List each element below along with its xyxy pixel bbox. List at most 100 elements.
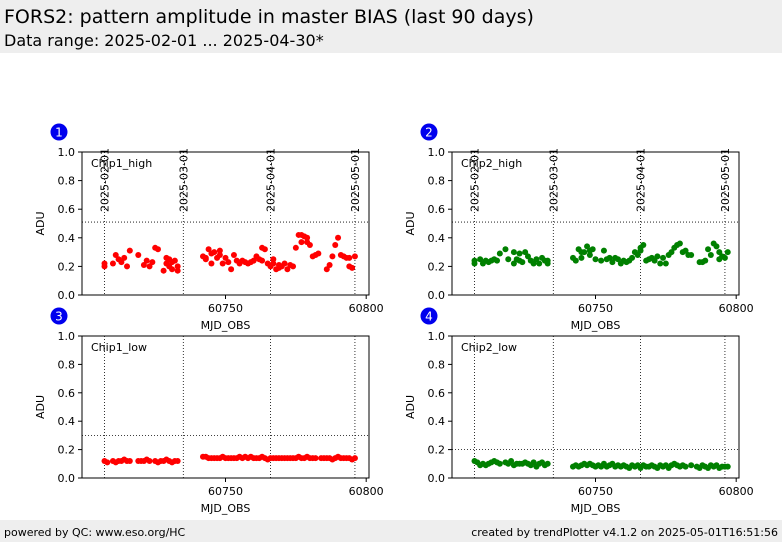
data-point (724, 463, 731, 470)
panel-label: Chip2_low (461, 341, 517, 354)
data-point (522, 249, 529, 256)
y-tick-label: 0.6 (428, 203, 446, 216)
page-subtitle: Data range: 2025-02-01 ... 2025-04-30* (4, 31, 324, 50)
y-tick-label: 1.0 (58, 330, 76, 343)
data-point (544, 460, 551, 467)
panel-number-label: 2 (425, 126, 433, 140)
data-point (101, 263, 108, 270)
data-point (510, 260, 517, 267)
data-point (609, 259, 616, 266)
data-point (104, 459, 111, 466)
y-tick-label: 0.0 (58, 289, 76, 302)
data-point (657, 260, 664, 267)
page-header: FORS2: pattern amplitude in master BIAS … (0, 0, 782, 53)
data-point (606, 254, 613, 261)
plot-frame (451, 151, 740, 296)
data-point (494, 257, 501, 264)
data-point (502, 246, 509, 253)
data-point (154, 246, 161, 253)
data-point (660, 254, 667, 261)
data-point (716, 249, 723, 256)
x-axis-label: MJD_OBS (571, 319, 621, 332)
data-point (688, 251, 695, 258)
data-point (600, 247, 607, 254)
chart-panel-3: 0.0 0.2 0.4 0.6 0.8 1.0 60750 60800 MJD_OBS ADU Ch… (34, 307, 384, 515)
x-axis-label: MJD_OBS (571, 502, 621, 515)
data-point (124, 263, 131, 270)
x-tick-label: 60800 (719, 485, 754, 498)
data-point (530, 459, 537, 466)
footer-left: powered by QC: www.eso.org/HC (4, 526, 186, 539)
y-tick-label: 0.4 (428, 415, 446, 428)
panel-number-label: 3 (55, 310, 63, 324)
data-point (713, 243, 720, 250)
panel-number-badge (420, 307, 438, 325)
data-point (510, 249, 517, 256)
x-tick-label: 60800 (719, 302, 754, 315)
plot-frame (451, 335, 740, 479)
data-point (250, 257, 257, 264)
data-point (637, 247, 644, 254)
page-title: FORS2: pattern amplitude in master BIAS … (4, 6, 534, 28)
date-marker-label: 2025-03-01 (547, 148, 560, 212)
y-tick-label: 0.2 (58, 444, 76, 457)
y-axis-label: ADU (404, 211, 417, 235)
y-tick-label: 0.8 (58, 358, 76, 371)
y-tick-label: 1.0 (428, 330, 446, 343)
data-point (682, 247, 689, 254)
date-marker-label: 2025-02-01 (469, 148, 482, 212)
panel-number-label: 4 (425, 310, 433, 324)
data-point (306, 241, 313, 248)
data-point (688, 462, 695, 469)
data-point (304, 234, 311, 241)
chart-panel-1: 2025-02-01 2025-03-01 2025-04-01 2025-05-01… (34, 123, 384, 332)
x-tick-label: 60750 (578, 302, 613, 315)
data-point (228, 266, 235, 273)
data-point (290, 263, 297, 270)
panel-number-badge (50, 307, 68, 325)
data-point (544, 260, 551, 267)
date-marker-label: 2025-05-01 (719, 148, 732, 212)
y-tick-label: 0.0 (428, 289, 446, 302)
y-tick-label: 1.0 (428, 146, 446, 159)
data-point (589, 246, 596, 253)
data-point (721, 254, 728, 261)
data-point (171, 257, 178, 264)
data-point (323, 266, 330, 273)
data-point (662, 260, 669, 267)
data-point (112, 251, 119, 258)
data-point (222, 254, 229, 261)
data-point (668, 249, 675, 256)
y-tick-label: 0.0 (58, 472, 76, 485)
data-point (292, 244, 299, 251)
data-point (169, 266, 176, 273)
data-point (312, 455, 319, 462)
data-point (524, 253, 531, 260)
date-marker-label: 2025-04-01 (265, 148, 278, 212)
y-tick-label: 0.8 (428, 175, 446, 188)
data-point (496, 460, 503, 467)
data-point (586, 251, 593, 258)
data-point (598, 257, 605, 264)
data-point (705, 246, 712, 253)
data-point (707, 251, 714, 258)
data-point (682, 463, 689, 470)
data-point (651, 257, 658, 264)
data-point (261, 246, 268, 253)
data-point (533, 256, 540, 263)
y-tick-label: 0.6 (58, 203, 76, 216)
data-point (508, 457, 515, 464)
data-point (329, 253, 336, 260)
data-point (530, 260, 537, 267)
data-point (143, 257, 150, 264)
y-axis-label: ADU (34, 211, 47, 235)
data-point (270, 256, 277, 263)
data-point (516, 250, 523, 257)
x-tick-label: 60800 (349, 485, 384, 498)
data-point (174, 263, 181, 270)
data-point (216, 251, 223, 258)
data-point (702, 257, 709, 264)
y-tick-label: 0.8 (58, 175, 76, 188)
data-point (572, 257, 579, 264)
